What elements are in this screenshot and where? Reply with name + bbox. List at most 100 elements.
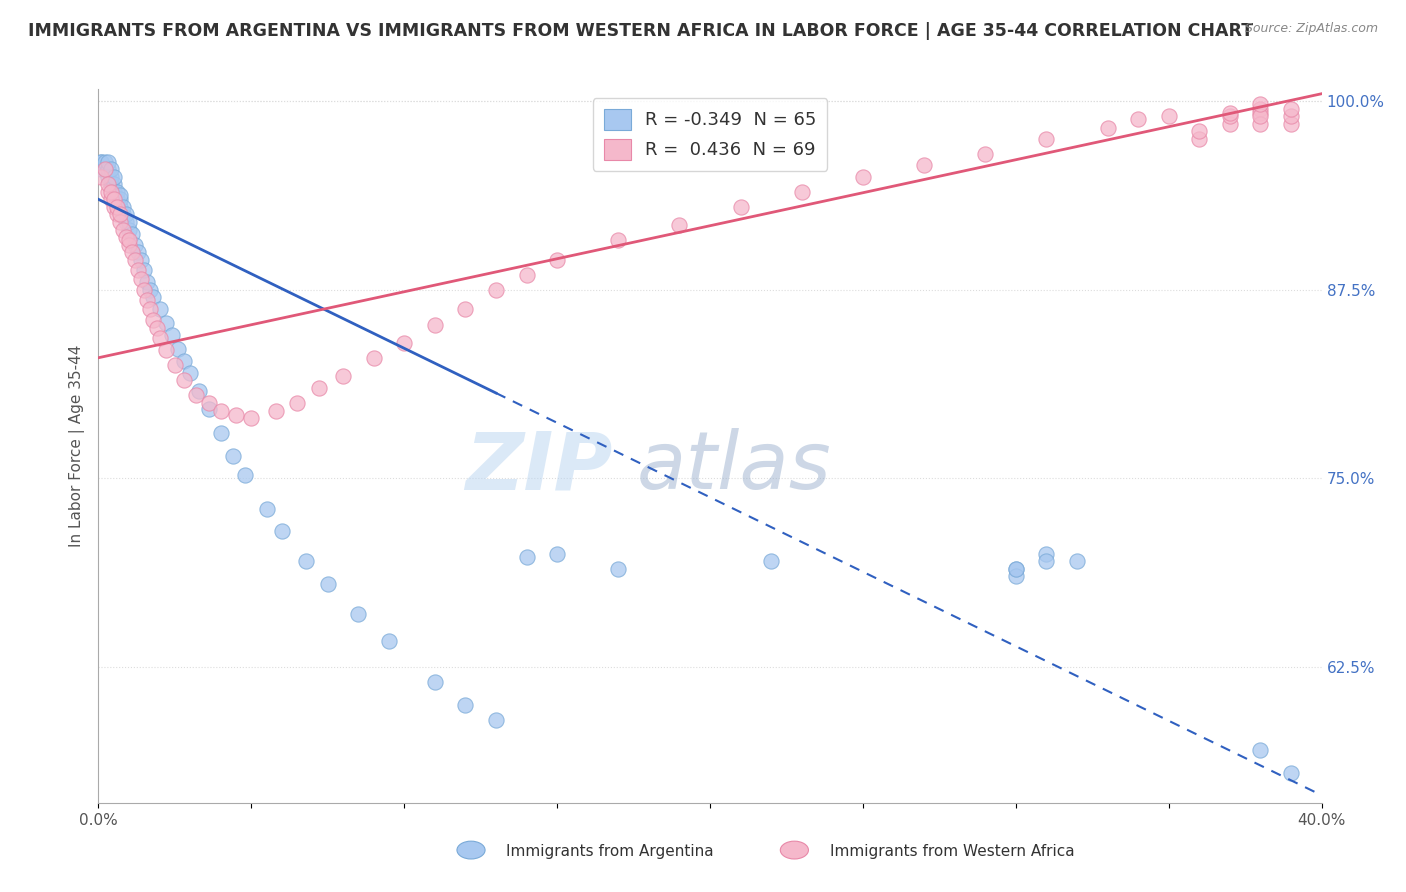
Point: [97, 185, 120, 199]
Point: [108, 187, 131, 202]
Point: [1249, 117, 1271, 131]
Point: [186, 388, 208, 402]
Point: [124, 252, 146, 267]
Point: [173, 373, 195, 387]
Point: [93, 162, 115, 177]
Point: [108, 215, 131, 229]
Point: [100, 169, 122, 184]
Point: [759, 554, 782, 568]
Point: [516, 268, 538, 282]
Point: [134, 283, 156, 297]
Point: [1004, 562, 1026, 576]
Point: [139, 302, 162, 317]
Point: [115, 207, 138, 221]
Point: [115, 230, 138, 244]
Point: [240, 411, 263, 425]
Point: [546, 252, 568, 267]
Text: ZIP: ZIP: [465, 428, 612, 507]
Point: [363, 351, 385, 365]
Point: [134, 263, 156, 277]
Y-axis label: In Labor Force | Age 35-44: In Labor Force | Age 35-44: [69, 345, 84, 547]
Point: [97, 162, 120, 177]
Point: [103, 200, 125, 214]
Point: [129, 272, 152, 286]
Point: [308, 381, 330, 395]
Point: [163, 359, 186, 373]
Point: [129, 252, 152, 267]
Point: [124, 237, 146, 252]
Point: [111, 200, 134, 214]
Point: [1188, 124, 1211, 138]
Point: [1249, 109, 1271, 123]
Point: [115, 215, 138, 229]
Point: [347, 607, 370, 622]
Point: [100, 178, 122, 192]
Text: atlas: atlas: [637, 428, 831, 507]
Point: [118, 222, 141, 236]
Point: [93, 154, 115, 169]
Point: [1249, 97, 1271, 112]
Point: [90, 154, 112, 169]
Point: [188, 384, 211, 398]
Point: [485, 283, 508, 297]
Point: [136, 275, 159, 289]
Point: [160, 328, 183, 343]
Point: [127, 263, 149, 277]
Point: [225, 408, 247, 422]
Point: [105, 192, 128, 206]
Point: [111, 222, 134, 236]
Point: [1035, 132, 1057, 146]
Point: [607, 233, 630, 247]
Point: [108, 200, 131, 214]
Point: [105, 207, 128, 221]
Point: [1066, 554, 1088, 568]
Point: [974, 147, 997, 161]
Point: [378, 634, 401, 648]
Point: [97, 169, 120, 184]
Point: [485, 713, 508, 727]
Point: [1219, 117, 1241, 131]
Point: [149, 331, 172, 345]
Point: [423, 318, 446, 332]
Point: [1219, 106, 1241, 120]
Point: [546, 547, 568, 561]
Point: [142, 290, 165, 304]
Point: [97, 154, 120, 169]
Point: [100, 162, 122, 177]
Point: [668, 218, 690, 232]
Point: [136, 293, 159, 308]
Point: [179, 366, 201, 380]
Point: [332, 368, 354, 383]
Point: [1249, 106, 1271, 120]
Point: [145, 320, 167, 334]
Point: [111, 207, 134, 221]
Point: [103, 192, 125, 206]
Point: [118, 237, 141, 252]
Point: [295, 554, 318, 568]
Point: [1128, 112, 1150, 127]
Text: IMMIGRANTS FROM ARGENTINA VS IMMIGRANTS FROM WESTERN AFRICA IN LABOR FORCE | AGE: IMMIGRANTS FROM ARGENTINA VS IMMIGRANTS …: [28, 22, 1253, 40]
Point: [790, 185, 813, 199]
Point: [167, 342, 190, 356]
Point: [121, 245, 143, 260]
Point: [93, 162, 115, 177]
Point: [256, 501, 278, 516]
Point: [103, 178, 125, 192]
Point: [1249, 743, 1271, 757]
Point: [139, 283, 162, 297]
Point: [103, 169, 125, 184]
Point: [392, 335, 416, 350]
Point: [607, 562, 630, 576]
Point: [730, 200, 752, 214]
Point: [1004, 562, 1026, 576]
Point: [100, 192, 122, 206]
Point: [90, 169, 112, 184]
Point: [1157, 109, 1180, 123]
Point: [108, 192, 131, 206]
Point: [105, 185, 128, 199]
Point: [516, 549, 538, 564]
Point: [285, 396, 308, 410]
Point: [1188, 132, 1211, 146]
Point: [912, 158, 935, 172]
Point: [1219, 109, 1241, 123]
